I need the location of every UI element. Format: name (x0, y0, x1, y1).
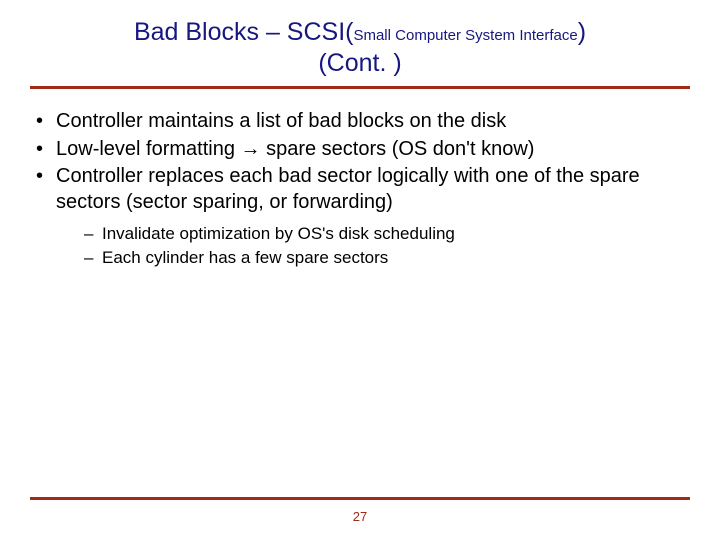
list-item: Controller maintains a list of bad block… (30, 109, 690, 135)
bullet-list: Controller maintains a list of bad block… (30, 109, 690, 269)
list-item: Each cylinder has a few spare sectors (84, 247, 690, 269)
arrow-icon: → (241, 138, 261, 160)
list-item: Invalidate optimization by OS's disk sch… (84, 223, 690, 245)
sub-bullet-list: Invalidate optimization by OS's disk sch… (84, 223, 690, 269)
bullet-text: Low-level formatting → spare sectors (OS… (56, 138, 534, 160)
bullet-text: Controller maintains a list of bad block… (56, 110, 506, 132)
page-number: 27 (0, 509, 720, 524)
title-suffix: ) (578, 18, 586, 46)
list-item: Controller replaces each bad sector logi… (30, 164, 690, 269)
slide-title: Bad Blocks – SCSI(Small Computer System … (30, 18, 690, 78)
subbullet-text: Each cylinder has a few spare sectors (102, 248, 388, 267)
bullet-text: Controller replaces each bad sector logi… (56, 165, 640, 213)
divider-top (30, 86, 690, 89)
subbullet-text: Invalidate optimization by OS's disk sch… (102, 224, 455, 243)
slide: Bad Blocks – SCSI(Small Computer System … (0, 0, 720, 540)
list-item: Low-level formatting → spare sectors (OS… (30, 137, 690, 163)
title-cont: (Cont. ) (70, 49, 650, 78)
title-prefix: Bad Blocks – SCSI( (134, 18, 354, 46)
title-line-1: Bad Blocks – SCSI(Small Computer System … (70, 18, 650, 47)
divider-bottom (30, 497, 690, 500)
title-sub: Small Computer System Interface (353, 27, 577, 44)
